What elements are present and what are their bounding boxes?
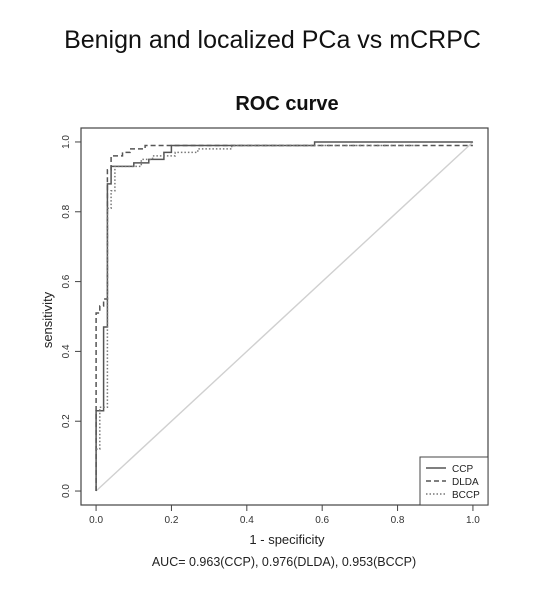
x-tick-label: 0.8 xyxy=(391,515,405,526)
x-tick-label: 0.6 xyxy=(315,515,329,526)
legend-label-ccp: CCP xyxy=(452,464,473,475)
x-tick-label: 0.4 xyxy=(240,515,254,526)
legend-box xyxy=(419,456,489,506)
x-tick-label: 0.0 xyxy=(89,515,103,526)
y-axis-label: sensitivity xyxy=(40,291,55,348)
x-tick-label: 1.0 xyxy=(466,515,480,526)
plot-frame xyxy=(80,127,489,506)
y-tick-label: 0.0 xyxy=(61,484,72,498)
plot-area: 0.0 0.2 0.4 0.6 0.8 1.0 0.0 0.2 0.4 0.6 0.8 1.0 CCP D… xyxy=(61,127,489,526)
roc-line-bccp xyxy=(96,144,417,450)
chart-title: ROC curve xyxy=(235,93,338,115)
x-tick-label: 0.2 xyxy=(164,515,178,526)
y-tick-label: 0.6 xyxy=(61,274,72,288)
reference-diagonal xyxy=(95,141,474,492)
y-tick-label: 0.4 xyxy=(61,344,72,358)
legend-label-bccp: BCCP xyxy=(452,490,480,501)
roc-line-dlda xyxy=(95,144,473,491)
figure-header: Benign and localized PCa vs mCRPC xyxy=(64,26,481,54)
y-tick-label: 1.0 xyxy=(61,135,72,149)
legend-label-dlda: DLDA xyxy=(452,477,479,488)
auc-footnote: AUC= 0.963(CCP), 0.976(DLDA), 0.953(BCCP… xyxy=(151,555,417,569)
y-tick-label: 0.2 xyxy=(61,414,72,428)
x-axis-label: 1 - specificity xyxy=(249,532,325,547)
y-tick-label: 0.8 xyxy=(61,204,72,218)
